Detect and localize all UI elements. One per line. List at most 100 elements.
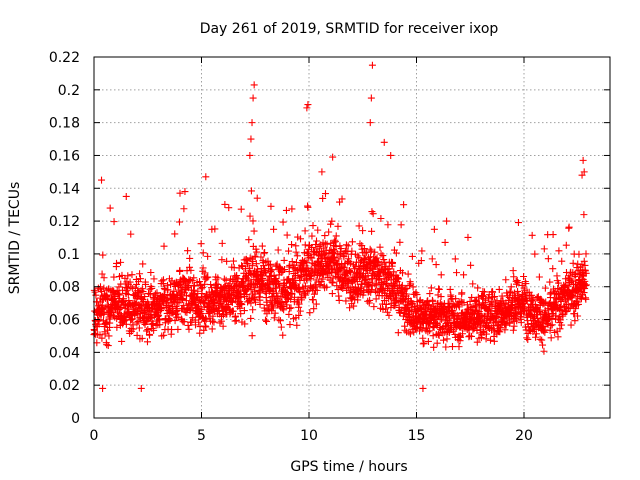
data-point [541,284,549,292]
data-point [253,248,261,256]
y-axis-label: SRMTID / TECUs [7,182,23,295]
data-point [346,304,354,312]
data-point [232,317,240,325]
data-point [524,335,532,343]
data-point [303,276,311,284]
y-tick-label: 0.18 [49,116,80,132]
data-point [122,320,130,328]
data-point [139,288,147,296]
data-point [556,316,564,324]
data-point [102,292,110,300]
data-point [240,307,248,315]
data-point [546,278,554,286]
data-point [549,265,557,273]
data-point [574,300,582,308]
data-point [309,296,317,304]
data-point [117,258,125,266]
data-point [91,288,99,296]
data-point [308,243,316,251]
data-point [252,260,260,268]
data-point [389,295,397,303]
data-point [283,301,291,309]
data-point [150,275,158,283]
data-point [104,342,112,350]
data-point [382,305,390,313]
grid [94,57,610,418]
data-point [233,271,241,279]
data-point [528,231,536,239]
data-point [401,285,409,293]
data-point [246,212,254,220]
data-point [303,104,311,112]
data-point [376,243,384,251]
data-point [295,300,303,308]
data-point [261,249,269,257]
data-point [135,324,143,332]
data-point [309,222,317,230]
data-point [549,231,557,239]
data-point [509,267,517,275]
data-point [506,319,514,327]
data-point [571,317,579,325]
data-point [547,322,555,330]
x-tick-label: 15 [408,428,426,444]
data-point [160,331,168,339]
data-point [384,221,392,229]
data-point [211,302,219,310]
data-point [170,287,178,295]
data-point [197,240,205,248]
data-point [256,300,264,308]
data-point [156,321,164,329]
data-point [312,300,320,308]
data-point [245,236,253,244]
data-point [536,335,544,343]
data-point [248,119,256,127]
data-point [137,384,145,392]
data-point [361,249,369,257]
data-point [442,343,450,351]
data-point [348,247,356,255]
data-point [264,305,272,313]
data-point [574,312,582,320]
data-point [425,301,433,309]
data-point [219,322,227,330]
data-point [251,298,259,306]
data-point [513,317,521,325]
data-point [247,187,255,195]
data-point [389,259,397,267]
data-point [280,256,288,264]
data-point [569,259,577,267]
data-point [258,242,266,250]
data-point [487,298,495,306]
data-point [279,218,287,226]
data-point [237,310,245,318]
data-point [271,309,279,317]
data-point [266,260,274,268]
data-point [335,255,343,263]
data-point [297,235,305,243]
data-point [511,289,519,297]
data-point [468,293,476,301]
data-point [473,327,481,335]
data-point [99,251,107,259]
data-point [155,312,163,320]
data-point [223,257,231,265]
data-point [366,296,374,304]
data-point [141,293,149,301]
data-point [296,288,304,296]
data-point [547,334,555,342]
data-point [279,331,287,339]
data-point [377,215,385,222]
data-point [334,222,342,230]
data-point [105,332,113,340]
data-point [262,316,270,324]
data-point [282,206,290,214]
data-point [115,290,123,298]
data-point [417,257,425,265]
data-point [269,304,277,312]
data-point [328,217,336,225]
data-point [517,319,525,327]
data-point [180,205,188,213]
data-point [304,101,312,109]
data-point [430,225,438,233]
